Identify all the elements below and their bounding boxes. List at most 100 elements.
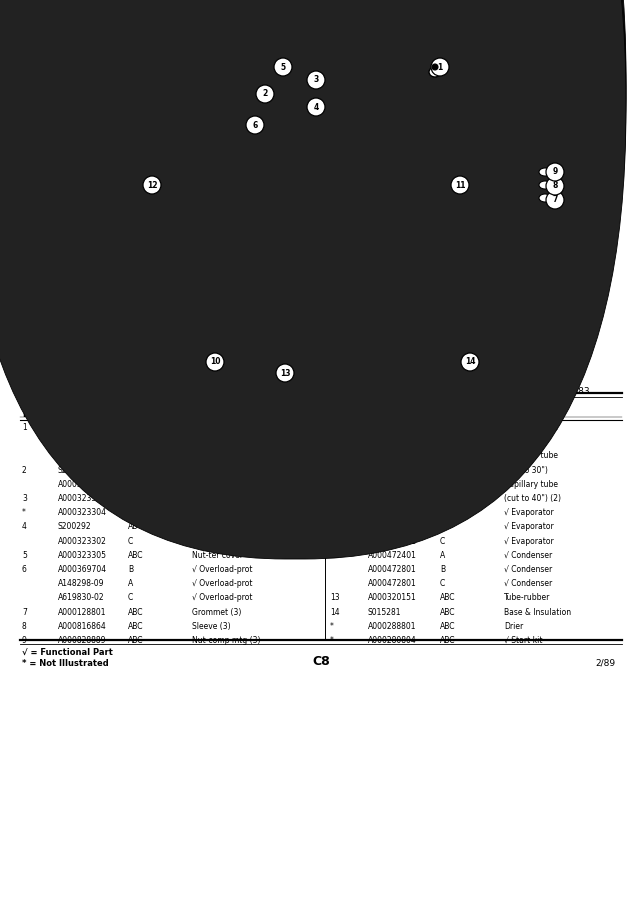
- Ellipse shape: [413, 74, 457, 90]
- Ellipse shape: [539, 181, 551, 189]
- Text: 13: 13: [330, 593, 340, 602]
- Text: A000128801: A000128801: [58, 608, 107, 616]
- Text: DESCRIPTION: DESCRIPTION: [192, 401, 253, 410]
- Text: √ Evaporator: √ Evaporator: [504, 522, 554, 531]
- Text: (cut to 30"): (cut to 30"): [504, 465, 548, 474]
- Text: A: A: [128, 580, 134, 589]
- Text: Nut-ter cover: Nut-ter cover: [192, 551, 243, 560]
- Text: *: *: [330, 622, 334, 631]
- Text: A000323301: A000323301: [58, 480, 107, 489]
- Text: 10: 10: [210, 357, 220, 366]
- Text: A000112118: A000112118: [368, 480, 417, 489]
- Text: √ Compressor: √ Compressor: [192, 437, 245, 446]
- Text: C: C: [440, 580, 446, 589]
- Text: A148298-09: A148298-09: [58, 580, 105, 589]
- Text: 8: 8: [552, 182, 558, 191]
- Text: (cut to 40") (2): (cut to 40") (2): [504, 494, 561, 503]
- Text: PART: PART: [368, 401, 391, 410]
- Text: C8: C8: [312, 655, 330, 668]
- Text: ABC: ABC: [440, 636, 456, 645]
- Text: A000288801: A000288801: [368, 622, 417, 631]
- Text: WHITE-WESTINGHOUSE: WHITE-WESTINGHOUSE: [28, 18, 147, 27]
- Text: CODES: CODES: [440, 410, 471, 419]
- Text: NO.: NO.: [330, 410, 347, 419]
- Text: AB: AB: [128, 465, 139, 474]
- Text: B: B: [440, 522, 445, 531]
- Ellipse shape: [206, 353, 224, 371]
- Text: S001748: S001748: [368, 452, 402, 461]
- Text: A: A: [440, 508, 446, 518]
- Text: Capillary tube: Capillary tube: [504, 423, 558, 432]
- FancyBboxPatch shape: [412, 79, 458, 136]
- Text: A000323304: A000323304: [58, 508, 107, 518]
- Text: 14: 14: [330, 608, 340, 616]
- Ellipse shape: [461, 353, 479, 371]
- Text: A000320151: A000320151: [368, 593, 417, 602]
- Text: Base & Insulation: Base & Insulation: [504, 608, 571, 616]
- Ellipse shape: [546, 177, 564, 195]
- Text: √ Evaporator: √ Evaporator: [504, 508, 554, 518]
- Ellipse shape: [546, 163, 564, 181]
- Text: B = AK087K7V1: B = AK087K7V1: [155, 48, 229, 57]
- Text: √ = Functional Part: √ = Functional Part: [22, 648, 113, 657]
- Text: Nut-comp mtg (3): Nut-comp mtg (3): [192, 636, 261, 645]
- Ellipse shape: [274, 58, 292, 76]
- Text: REF.: REF.: [330, 401, 349, 410]
- Text: 5: 5: [22, 551, 27, 560]
- Text: √ Condenser: √ Condenser: [504, 580, 552, 589]
- Text: C: C: [128, 480, 134, 489]
- Text: Gasket-ter cover: Gasket-ter cover: [192, 536, 256, 545]
- Text: CODES: CODES: [128, 410, 159, 419]
- Text: A000323309: A000323309: [58, 494, 107, 503]
- Text: 11: 11: [330, 508, 340, 518]
- Text: A000369704: A000369704: [58, 565, 107, 574]
- Bar: [235, 358, 275, 370]
- Text: √ Evaporator: √ Evaporator: [504, 536, 554, 545]
- Text: A000459001: A000459001: [368, 536, 417, 545]
- Text: A619830-02: A619830-02: [58, 593, 105, 602]
- Text: FACTORY PARTS CATALOG: FACTORY PARTS CATALOG: [248, 18, 397, 28]
- Text: √ Compressor: √ Compressor: [192, 423, 245, 432]
- Text: S200281: S200281: [58, 465, 92, 474]
- Text: WCI: WCI: [215, 15, 255, 33]
- Text: B: B: [440, 452, 445, 461]
- Text: * = Not Illustrated: * = Not Illustrated: [22, 659, 108, 668]
- Text: C: C: [128, 593, 134, 602]
- Text: A000323305: A000323305: [58, 551, 107, 560]
- Text: DESCRIPTION: DESCRIPTION: [504, 401, 565, 410]
- Text: 6: 6: [22, 565, 27, 574]
- Text: (cut to 45"): (cut to 45"): [504, 437, 548, 446]
- Text: Capillary tube: Capillary tube: [504, 452, 558, 461]
- Text: 2: 2: [22, 465, 27, 474]
- Text: A: A: [440, 423, 446, 432]
- Text: REF.: REF.: [22, 401, 41, 410]
- Text: A000472401: A000472401: [368, 551, 417, 560]
- Text: ABC: ABC: [128, 551, 144, 560]
- Text: Cover-ter: Cover-ter: [192, 480, 227, 489]
- Ellipse shape: [539, 168, 551, 176]
- Text: 4: 4: [22, 522, 27, 531]
- Text: ABC: ABC: [128, 636, 144, 645]
- Text: √ Start kit: √ Start kit: [504, 636, 542, 645]
- Text: Drier: Drier: [504, 622, 523, 631]
- Text: OF PARTS: OF PARTS: [192, 410, 236, 419]
- FancyBboxPatch shape: [0, 0, 626, 535]
- Text: A: A: [440, 551, 446, 560]
- Text: 5: 5: [281, 62, 286, 71]
- FancyBboxPatch shape: [0, 0, 626, 559]
- Text: B: B: [440, 565, 445, 574]
- Ellipse shape: [246, 116, 264, 134]
- Text: OF PARTS: OF PARTS: [504, 410, 548, 419]
- Text: 3: 3: [313, 76, 318, 85]
- Text: 2/89: 2/89: [595, 659, 615, 668]
- Text: MODEL: MODEL: [128, 401, 160, 410]
- Text: Cover-ter (1pc): Cover-ter (1pc): [192, 465, 250, 474]
- Text: A000323302: A000323302: [58, 536, 107, 545]
- Text: A000280804: A000280804: [368, 636, 417, 645]
- Text: *: *: [330, 636, 334, 645]
- Text: S200292: S200292: [58, 522, 92, 531]
- Text: *: *: [22, 508, 26, 518]
- Text: A = AK057K7V1: A = AK057K7V1: [25, 48, 99, 57]
- Text: 1: 1: [437, 62, 442, 71]
- Text: C = AK107K6V1: C = AK107K6V1: [280, 48, 354, 57]
